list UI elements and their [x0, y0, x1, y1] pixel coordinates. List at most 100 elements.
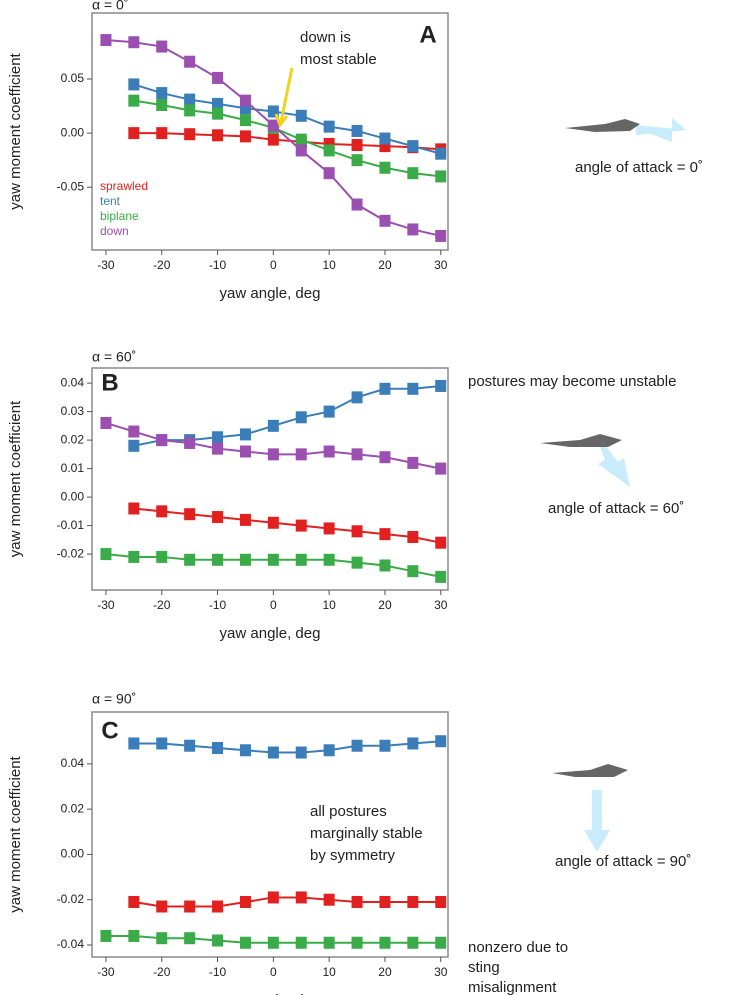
data-point	[435, 735, 447, 748]
data-point	[184, 436, 196, 449]
data-point	[212, 900, 224, 913]
side-note: nonzero due to	[468, 939, 568, 956]
data-point	[128, 425, 140, 438]
panel-label: B	[101, 369, 118, 396]
data-point	[379, 161, 391, 174]
data-point	[407, 936, 419, 949]
data-point	[239, 102, 251, 115]
data-point	[379, 214, 391, 227]
y-tick-label: 0.00	[61, 489, 85, 503]
data-point	[267, 553, 279, 566]
data-point	[184, 128, 196, 141]
aircraft	[540, 434, 622, 447]
panel-title: α = 60˚	[92, 349, 136, 365]
data-point	[323, 120, 335, 133]
y-tick-label: -0.01	[57, 518, 85, 532]
data-point	[184, 900, 196, 913]
annotation: marginally stable	[310, 825, 423, 842]
data-point	[128, 895, 140, 908]
x-tick-label: 20	[378, 258, 392, 272]
data-point	[239, 744, 251, 757]
data-point	[100, 417, 112, 430]
y-tick-label: -0.04	[57, 937, 85, 951]
x-tick-label: 0	[270, 598, 277, 612]
data-point	[435, 170, 447, 183]
series-line	[133, 740, 441, 754]
data-point	[351, 525, 363, 538]
data-point	[435, 570, 447, 583]
y-tick-label: 0.02	[61, 432, 85, 446]
legend-entry: sprawled	[100, 179, 148, 193]
data-point	[351, 895, 363, 908]
data-point	[379, 559, 391, 572]
data-point	[351, 154, 363, 167]
y-axis-label: yaw moment coefficient	[7, 400, 24, 557]
data-point	[351, 198, 363, 211]
x-tick-label: 30	[434, 258, 448, 272]
data-point	[128, 502, 140, 515]
x-tick-label: 10	[322, 598, 336, 612]
data-point	[184, 739, 196, 752]
data-point	[435, 147, 447, 160]
data-point	[379, 936, 391, 949]
data-point	[100, 34, 112, 47]
plot-frame	[91, 367, 449, 591]
side-note: sting	[468, 959, 500, 976]
data-point	[295, 109, 307, 122]
data-point	[267, 419, 279, 432]
data-point	[156, 900, 168, 913]
aoa-label: angle of attack = 90˚	[555, 853, 691, 870]
series-line	[133, 896, 441, 908]
data-point	[156, 87, 168, 100]
data-point	[295, 411, 307, 424]
plot-frame	[91, 12, 449, 251]
data-point	[239, 114, 251, 127]
annotation-arrow	[274, 67, 294, 129]
data-point	[239, 445, 251, 458]
aoa-label: angle of attack = 0˚	[575, 159, 703, 176]
data-point	[295, 133, 307, 146]
y-tick-label: 0.05	[61, 71, 85, 85]
y-tick-label: 0.00	[61, 125, 85, 139]
x-tick-label: 30	[434, 598, 448, 612]
data-point	[323, 445, 335, 458]
x-tick-label: -30	[97, 965, 115, 979]
data-point	[267, 936, 279, 949]
data-point	[323, 744, 335, 757]
data-point	[351, 448, 363, 461]
data-point	[239, 895, 251, 908]
data-point	[239, 130, 251, 143]
data-point	[295, 553, 307, 566]
x-tick-label: 10	[322, 258, 336, 272]
x-tick-label: -10	[209, 965, 227, 979]
data-point	[323, 137, 335, 150]
legend-entry: tent	[100, 194, 121, 208]
x-tick-label: -20	[153, 258, 171, 272]
x-tick-label: 0	[270, 965, 277, 979]
annotation: most stable	[300, 51, 377, 68]
data-point	[212, 97, 224, 110]
data-point	[435, 895, 447, 908]
data-point	[128, 78, 140, 91]
x-axis-label: yaw angle, deg	[220, 625, 321, 642]
data-point	[351, 391, 363, 404]
x-tick-label: -10	[209, 598, 227, 612]
data-point	[212, 511, 224, 524]
data-point	[212, 71, 224, 84]
annotation: down is	[300, 29, 351, 46]
annotation: all postures	[310, 803, 387, 820]
data-point	[212, 129, 224, 142]
x-tick-label: 20	[378, 965, 392, 979]
y-tick-label: 0.01	[61, 461, 85, 475]
data-point	[128, 737, 140, 750]
data-point	[184, 104, 196, 117]
panel-title: α = 90˚	[92, 691, 136, 707]
side-note: postures may become unstable	[468, 373, 676, 390]
data-point	[156, 550, 168, 563]
annotation: by symmetry	[310, 847, 396, 864]
data-point	[379, 528, 391, 541]
aircraft	[552, 764, 628, 777]
data-point	[212, 742, 224, 755]
x-tick-label: -30	[97, 598, 115, 612]
data-point	[351, 556, 363, 569]
